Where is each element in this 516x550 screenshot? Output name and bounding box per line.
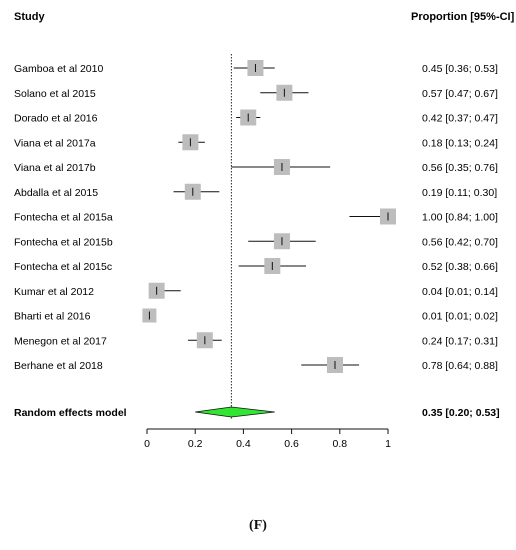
estimate-label: 0.56 [0.42; 0.70] [422, 236, 498, 248]
estimate-label: 0.52 [0.38; 0.66] [422, 261, 498, 273]
estimate-label: 1.00 [0.84; 1.00] [422, 212, 498, 224]
study-rows: Gamboa et al 2010 0.45 [0.36; 0.53] Solano… [14, 54, 498, 420]
study-name: Menegon et al 2017 [14, 335, 107, 347]
summary-diamond [195, 406, 275, 418]
x-tick-label: 0.6 [284, 438, 299, 450]
study-row: Berhane et al 2018 0.78 [0.64; 0.88] [14, 357, 498, 373]
study-name: Berhane et al 2018 [14, 360, 103, 372]
estimate-label: 0.57 [0.47; 0.67] [422, 88, 498, 100]
estimate-label: 0.42 [0.37; 0.47] [422, 113, 498, 125]
estimate-label: 0.19 [0.11; 0.30] [422, 187, 497, 199]
summary-row: Random effects model 0.35 [0.20; 0.53] [14, 406, 500, 419]
x-tick-label: 0.2 [188, 438, 203, 450]
study-row: Abdalla et al 2015 0.19 [0.11; 0.30] [14, 183, 497, 200]
panel-label: (F) [249, 518, 267, 533]
study-row: Solano et al 2015 0.57 [0.47; 0.67] [14, 84, 498, 101]
study-row: Kumar et al 2012 0.04 [0.01; 0.14] [14, 282, 498, 299]
estimate-label: 0.24 [0.17; 0.31] [422, 335, 498, 347]
summary-label: 0.35 [0.20; 0.53] [422, 407, 500, 419]
study-name: Fontecha et al 2015b [14, 236, 113, 248]
study-name: Kumar et al 2012 [14, 286, 94, 298]
study-name: Dorado et al 2016 [14, 113, 98, 125]
study-name: Solano et al 2015 [14, 88, 96, 100]
summary-name: Random effects model [14, 407, 127, 419]
study-name: Bharti et al 2016 [14, 311, 91, 323]
x-axis: 0 0.2 0.4 0.6 0.8 1 [144, 428, 391, 450]
study-row: Menegon et al 2017 0.24 [0.17; 0.31] [14, 332, 498, 349]
x-tick-label: 0.4 [236, 438, 251, 450]
study-row: Fontecha et al 2015b 0.56 [0.42; 0.70] [14, 233, 498, 250]
study-row: Bharti et al 2016 0.01 [0.01; 0.02] [14, 308, 498, 323]
estimate-label: 0.78 [0.64; 0.88] [422, 360, 498, 372]
estimate-label: 0.04 [0.01; 0.14] [422, 286, 498, 298]
estimate-label: 0.56 [0.35; 0.76] [422, 162, 498, 174]
x-tick-label: 0.8 [332, 438, 347, 450]
study-row: Fontecha et al 2015a 1.00 [0.84; 1.00] [14, 208, 498, 225]
x-tick-label: 1 [385, 438, 391, 450]
x-tick-label: 0 [144, 438, 150, 450]
study-column-header: Study [14, 11, 45, 23]
estimate-label: 0.01 [0.01; 0.02] [422, 311, 498, 323]
study-name: Abdalla et al 2015 [14, 187, 98, 199]
estimate-label: 0.45 [0.36; 0.53] [422, 63, 498, 75]
study-row: Viana et al 2017b 0.56 [0.35; 0.76] [14, 159, 498, 175]
study-name: Fontecha et al 2015a [14, 212, 113, 224]
study-name: Gamboa et al 2010 [14, 63, 103, 75]
study-row: Fontecha et al 2015c 0.52 [0.38; 0.66] [14, 258, 498, 274]
study-row: Gamboa et al 2010 0.45 [0.36; 0.53] [14, 60, 498, 76]
study-name: Viana et al 2017a [14, 137, 96, 149]
study-name: Fontecha et al 2015c [14, 261, 112, 273]
estimate-label: 0.18 [0.13; 0.24] [422, 137, 498, 149]
study-row: Dorado et al 2016 0.42 [0.37; 0.47] [14, 109, 498, 126]
study-name: Viana et al 2017b [14, 162, 96, 174]
study-row: Viana et al 2017a 0.18 [0.13; 0.24] [14, 134, 498, 151]
estimate-column-header: Proportion [95%-CI] [411, 11, 515, 23]
